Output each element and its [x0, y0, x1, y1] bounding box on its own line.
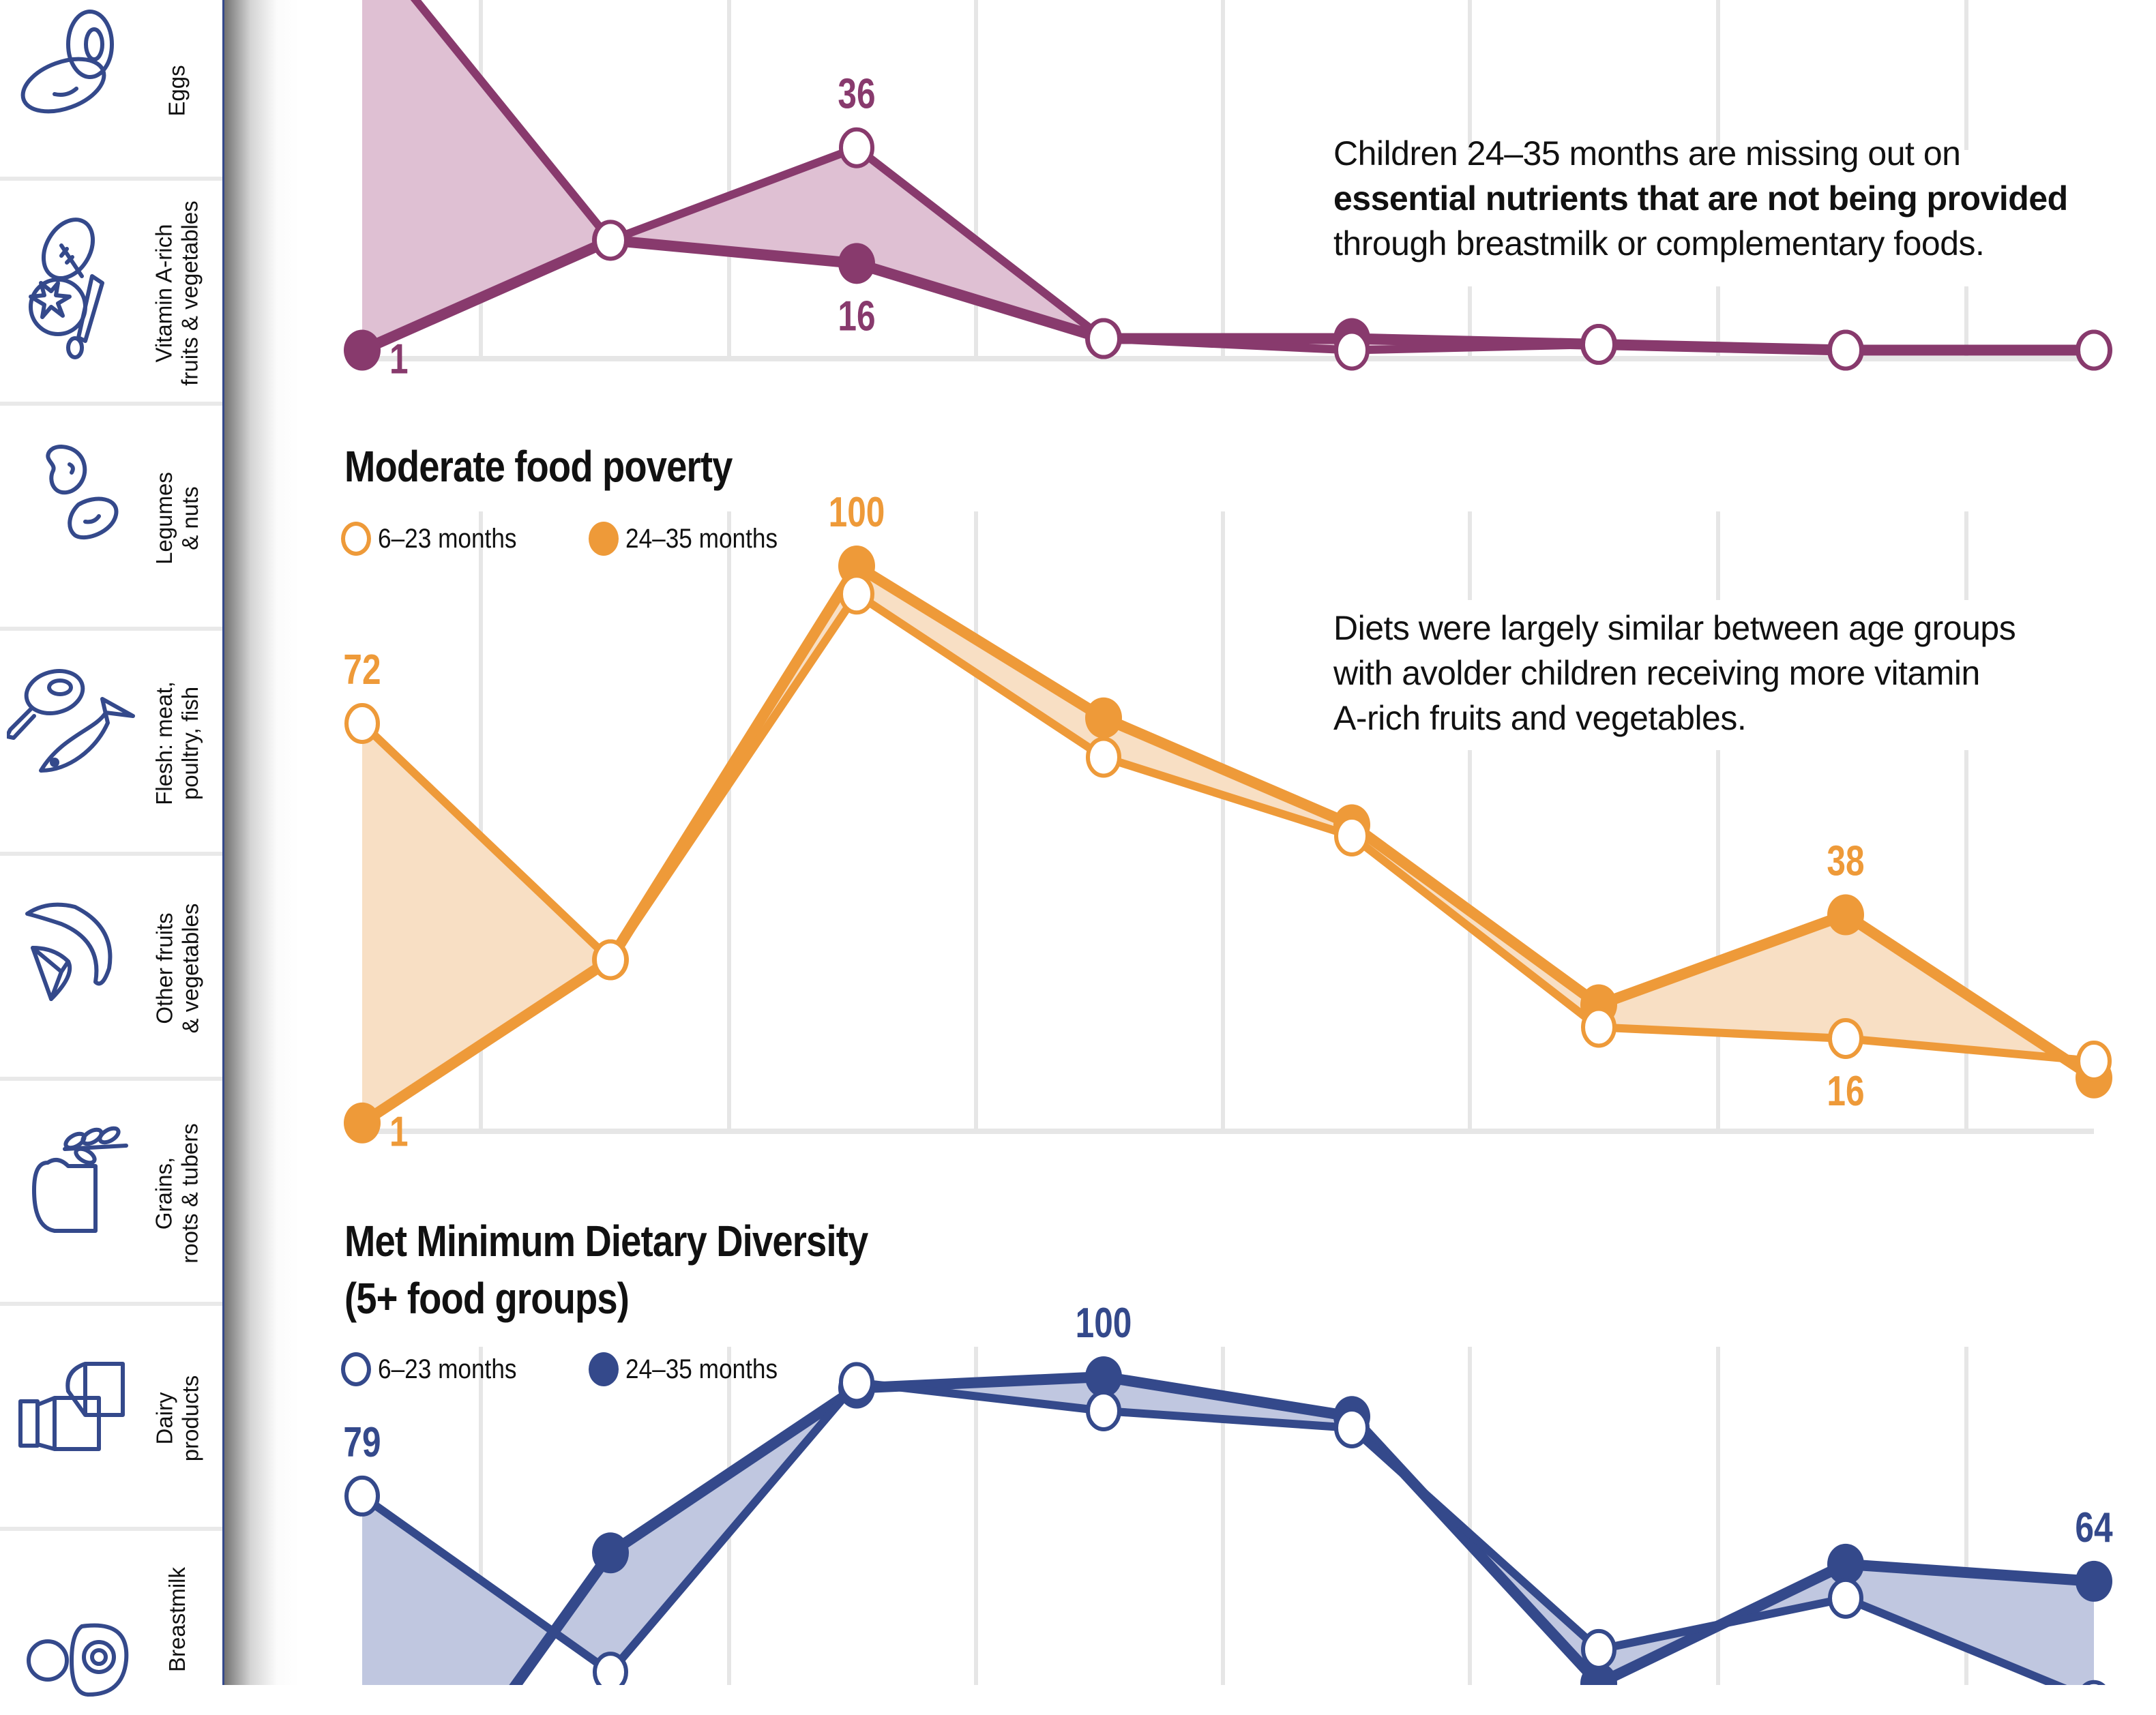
marker-6-23-months	[1581, 1006, 1616, 1048]
chart-title-min-dietary-diversity: Met Minimum Dietary Diversity (5+ food g…	[344, 1217, 868, 1323]
marker-24-35-months	[592, 1532, 629, 1574]
annotation-line-bold: essential nutrients that are not being p…	[1333, 179, 2068, 218]
marker-24-35-months	[838, 243, 875, 284]
data-label: 100	[1076, 1299, 1132, 1347]
data-label: 1	[389, 335, 409, 383]
eggs-icon	[20, 10, 114, 114]
sidebar-item-dairy: Dairy products	[0, 1306, 222, 1531]
marker-6-23-months	[1828, 1018, 1863, 1059]
annotation-line: Children 24–35 months are missing out on	[1333, 134, 1961, 173]
legend-open-marker-icon	[341, 522, 371, 556]
marker-6-23-months	[1828, 1577, 1863, 1619]
meat-fish-icon	[7, 669, 135, 773]
marker-6-23-months	[2076, 1041, 2112, 1082]
legend-chart-2: 6–23 months 24–35 months	[341, 522, 852, 556]
legend-chart-3: 6–23 months 24–35 months	[341, 1352, 852, 1386]
marker-6-23-months	[1828, 329, 1863, 371]
series-line-24-35-months	[509, 1371, 2095, 1685]
marker-6-23-months	[344, 703, 380, 744]
marker-6-23-months	[344, 1475, 380, 1517]
sidebar-item-meat-fish: Flesh: meat, poultry, fish	[0, 631, 222, 856]
legend-label: 24–35 months	[625, 1354, 778, 1384]
marker-6-23-months	[1086, 736, 1121, 778]
data-label: 16	[1827, 1067, 1864, 1115]
sidebar-shadow	[224, 0, 299, 1685]
marker-24-35-months	[1085, 697, 1122, 739]
marker-6-23-months	[1334, 1407, 1370, 1448]
marker-6-23-months	[839, 127, 874, 168]
sidebar-item-grains: Grains, roots & tubers	[0, 1081, 222, 1306]
sidebar-item-eggs: Eggs	[0, 0, 222, 181]
marker-6-23-months	[1581, 1628, 1616, 1670]
chart-title-moderate-food-poverty: Moderate food poverty	[344, 442, 733, 491]
marker-24-35-months	[2076, 1560, 2112, 1602]
data-label: 1	[389, 1107, 409, 1155]
annotation-chart-1: Children 24–35 months are missing out on…	[1333, 131, 2068, 266]
data-label: 79	[343, 1418, 381, 1466]
marker-24-35-months	[344, 1102, 381, 1144]
marker-24-35-months	[1085, 1356, 1122, 1397]
annotation-chart-2: Diets were largely similar between age g…	[1333, 606, 2016, 741]
legend-label: 24–35 months	[625, 523, 778, 554]
marker-6-23-months	[1086, 1390, 1121, 1431]
legend-filled-marker-icon	[589, 522, 619, 556]
sidebar-border	[222, 0, 224, 1685]
legend-label: 6–23 months	[378, 523, 517, 554]
legend-label: 6–23 months	[378, 1354, 517, 1384]
marker-6-23-months	[839, 1362, 874, 1403]
data-label: 36	[838, 70, 875, 117]
marker-24-35-months	[344, 329, 381, 371]
annotation-line: A-rich fruits and vegetables.	[1333, 699, 1747, 737]
data-label: 16	[838, 292, 875, 340]
annotation-line: through breastmilk or complementary food…	[1333, 224, 1985, 263]
sidebar-item-vitamin-a: Vitamin A-rich fruits & vegetables	[0, 181, 222, 406]
food-group-sidebar: Eggs Vitamin A-rich fruits & vegetables …	[0, 0, 224, 1697]
series-line-6-23-months	[410, 0, 2094, 355]
legumes-icon	[46, 444, 119, 540]
annotation-line: with avolder children receiving more vit…	[1333, 654, 1980, 692]
data-label: 64	[2075, 1504, 2112, 1551]
marker-6-23-months	[1086, 318, 1121, 359]
data-label: 72	[343, 646, 381, 694]
dairy-icon	[18, 1362, 125, 1451]
marker-24-35-months	[1827, 1543, 1864, 1585]
marker-6-23-months	[1334, 329, 1370, 371]
series-line-6-23-months	[359, 1378, 2067, 1685]
vitamin-a-produce-icon	[29, 218, 104, 359]
marker-6-23-months	[2076, 329, 2112, 371]
marker-6-23-months	[593, 939, 628, 981]
other-produce-icon	[25, 902, 113, 1001]
data-label: 38	[1827, 837, 1864, 884]
marker-24-35-months	[1580, 1662, 1617, 1685]
series-line-6-23-months	[359, 590, 2095, 1065]
legend-filled-marker-icon	[589, 1352, 619, 1386]
marker-6-23-months	[1334, 816, 1370, 856]
legend-open-marker-icon	[341, 1352, 371, 1386]
grains-icon	[32, 1126, 128, 1233]
marker-6-23-months	[593, 1652, 628, 1685]
marker-24-35-months	[1827, 894, 1864, 936]
marker-6-23-months	[1581, 324, 1616, 366]
data-label: 100	[829, 488, 885, 536]
annotation-line: Diets were largely similar between age g…	[1333, 609, 2016, 647]
marker-6-23-months	[593, 220, 628, 261]
sidebar-item-legumes: Legumes & nuts	[0, 406, 222, 631]
sidebar-item-other-produce: Other fruits & vegetables	[0, 856, 222, 1081]
marker-6-23-months	[2082, 1680, 2106, 1685]
marker-6-23-months	[839, 573, 874, 615]
marker-24-35-months	[838, 546, 875, 586]
